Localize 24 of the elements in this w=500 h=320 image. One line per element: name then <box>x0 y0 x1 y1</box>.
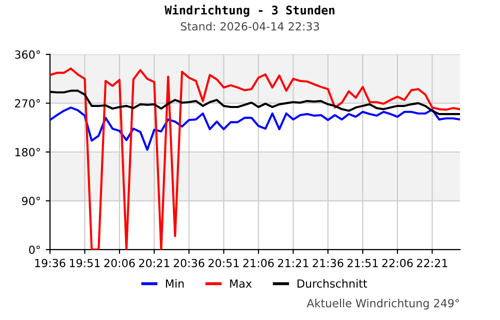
x-tick-label: 19:36 <box>35 258 66 268</box>
text: Aktuelle Windrichtung 249° <box>306 298 459 310</box>
x-tick-label: 22:06 <box>382 258 413 268</box>
legend-label: Max <box>230 279 252 288</box>
y-tick-label: 0° <box>29 246 40 254</box>
x-tick-label: 20:06 <box>104 258 135 268</box>
x-tick-label: 20:21 <box>139 258 170 268</box>
x-tick-label: 21:21 <box>278 258 308 268</box>
y-tick-label: 270° <box>15 99 40 108</box>
chart-title: Windrichtung - 3 Stunden <box>164 4 334 17</box>
legend-label: Min <box>166 279 184 288</box>
chart-subtitle: Stand: 2026-04-14 22:33 <box>180 22 319 31</box>
x-tick-label: 20:51 <box>208 258 239 268</box>
x-tick-label: 21:06 <box>243 258 274 268</box>
y-tick-label: 90° <box>22 196 40 206</box>
legend-label: Durchschnitt <box>298 279 368 288</box>
x-tick-label: 21:51 <box>348 258 378 268</box>
x-tick-label: 19:51 <box>70 258 100 268</box>
y-tick-label: 360° <box>15 50 40 59</box>
x-tick-label: 21:36 <box>312 258 344 268</box>
line-series <box>50 106 460 151</box>
x-tick-label: 22:21 <box>417 258 448 268</box>
x-tick-label: 20:36 <box>174 258 204 268</box>
y-tick-label: 180° <box>15 148 40 156</box>
